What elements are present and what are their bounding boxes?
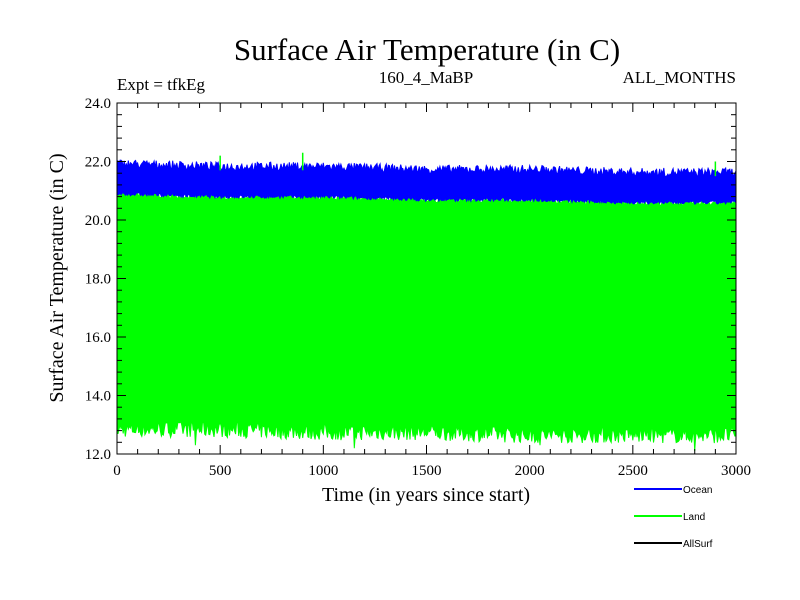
x-tick-label: 1500 — [412, 463, 442, 479]
plot-area — [116, 152, 737, 452]
months-label: ALL_MONTHS — [623, 68, 736, 87]
x-tick-label: 3000 — [721, 463, 751, 479]
axis-ticks: 0 500 1000 1500 2000 2500 3000 12.0 14.0 16.0 18.0… — [85, 96, 751, 479]
x-tick-label: 0 — [113, 463, 121, 479]
y-tick-label: 24.0 — [85, 96, 111, 112]
legend-label-allsurf: AllSurf — [683, 539, 713, 550]
y-tick-label: 14.0 — [85, 389, 111, 405]
y-tick-label: 22.0 — [85, 155, 111, 171]
x-tick-label: 2500 — [618, 463, 648, 479]
x-tick-label: 500 — [209, 463, 232, 479]
y-axis-label: Surface Air Temperature (in C) — [46, 153, 68, 402]
x-tick-label: 2000 — [515, 463, 545, 479]
expt-label: Expt = tfkEg — [117, 75, 205, 94]
x-tick-label: 1000 — [308, 463, 338, 479]
ocean-series-band — [116, 159, 737, 205]
y-tick-label: 12.0 — [85, 447, 111, 463]
land-series-band — [116, 189, 737, 452]
x-axis-label: Time (in years since start) — [322, 484, 530, 506]
run-label: 160_4_MaBP — [379, 68, 473, 87]
legend: Ocean Land AllSurf — [634, 485, 713, 550]
chart-title: Surface Air Temperature (in C) — [234, 32, 620, 67]
y-tick-label: 16.0 — [85, 330, 111, 346]
legend-label-land: Land — [683, 512, 705, 523]
y-tick-label: 20.0 — [85, 213, 111, 229]
legend-label-ocean: Ocean — [683, 485, 712, 496]
y-tick-label: 18.0 — [85, 272, 111, 288]
